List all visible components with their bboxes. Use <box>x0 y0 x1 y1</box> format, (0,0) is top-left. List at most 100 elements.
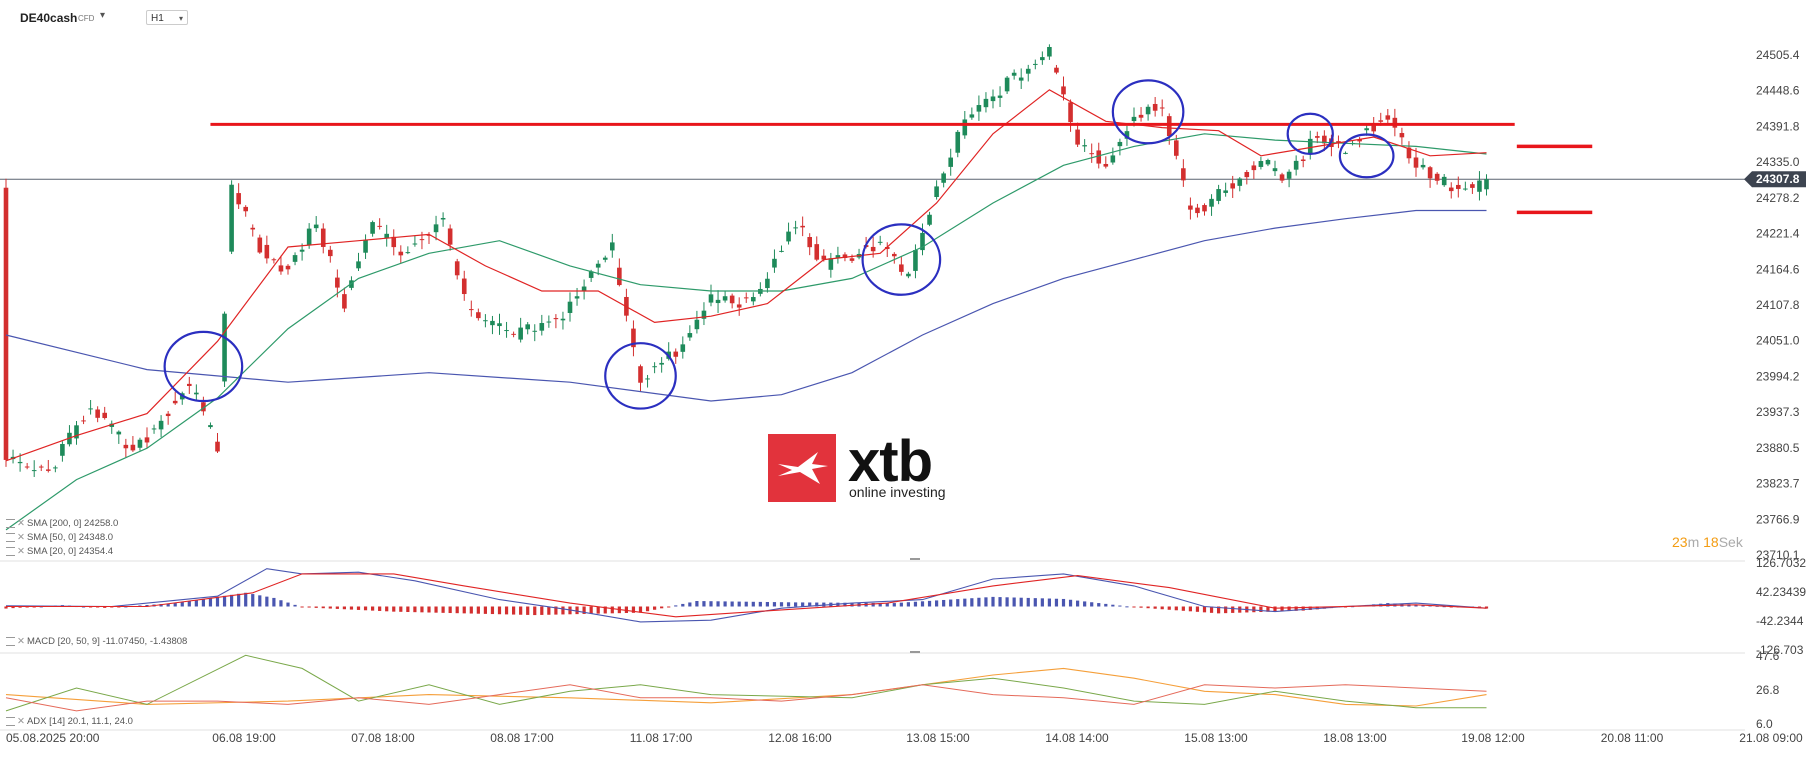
di-plus-line <box>5 654 1487 712</box>
macd-bar <box>920 601 925 607</box>
candle <box>807 233 812 256</box>
candle <box>892 252 897 264</box>
candle-body <box>1047 46 1052 57</box>
sma50-line <box>5 133 1487 531</box>
settings-icon[interactable] <box>6 518 15 528</box>
candle <box>1272 160 1278 177</box>
candle-body <box>687 333 693 338</box>
candle-body <box>53 467 58 469</box>
symbol-dropdown-icon[interactable]: ▾ <box>100 10 106 21</box>
indicator-sma20[interactable]: ✕ SMA [20, 0] 24354.4 <box>6 546 113 557</box>
macd-bar <box>1421 605 1425 607</box>
candle <box>454 258 460 280</box>
candle <box>800 216 805 237</box>
macd-bar <box>1287 606 1291 612</box>
candle-body <box>955 131 961 153</box>
macd-bar <box>1217 606 1221 614</box>
candle-body <box>1054 67 1059 73</box>
candle <box>1068 99 1073 132</box>
macd-axis-label: -42.2344 <box>1756 614 1804 628</box>
macd-bar <box>215 596 220 607</box>
candle <box>1004 75 1010 94</box>
candle-body <box>483 320 488 322</box>
macd-bar <box>801 602 805 607</box>
candle <box>1025 64 1031 82</box>
macd-bar <box>1040 598 1044 607</box>
candle <box>31 460 37 477</box>
macd-bar <box>709 601 713 607</box>
candle-body <box>194 392 199 395</box>
close-icon[interactable]: ✕ <box>17 546 25 557</box>
candle <box>483 314 488 328</box>
indicator-adx[interactable]: ✕ ADX [14] 20.1, 11.1, 24.0 <box>6 716 133 727</box>
macd-bar <box>554 606 558 615</box>
candle <box>194 384 199 401</box>
candle-body <box>1188 205 1193 210</box>
candle-body <box>920 232 925 251</box>
price-axis-label: 23766.9 <box>1756 512 1800 526</box>
macd-bar <box>434 606 438 613</box>
macd-bar <box>1068 599 1073 607</box>
candle-body <box>1406 147 1412 159</box>
pane-resize-handle <box>910 558 920 560</box>
candle <box>1258 156 1264 170</box>
indicator-sma200[interactable]: ✕ SMA [200, 0] 24258.0 <box>6 518 118 529</box>
close-icon[interactable]: ✕ <box>17 518 25 529</box>
macd-bar <box>1188 606 1192 612</box>
settings-icon[interactable] <box>6 716 15 726</box>
candle <box>1103 156 1109 169</box>
close-icon[interactable]: ✕ <box>17 636 25 647</box>
candle-body <box>602 257 608 260</box>
macd-bar <box>638 606 643 613</box>
symbol-name[interactable]: DE40cash <box>20 11 78 25</box>
candle-body <box>17 461 23 464</box>
indicator-macd[interactable]: ✕ MACD [20, 50, 9] -11.07450, -1.43808 <box>6 636 187 647</box>
macd-bar <box>1118 605 1122 607</box>
candle-body <box>151 428 157 430</box>
macd-bar <box>1202 606 1207 613</box>
macd-bar <box>737 601 741 607</box>
macd-bar <box>237 593 241 607</box>
macd-bar <box>779 602 784 607</box>
candle-body <box>1293 160 1299 170</box>
macd-bar <box>1033 598 1037 607</box>
time-axis-label: 08.08 17:00 <box>490 731 554 745</box>
candle <box>1441 174 1447 187</box>
candle-body <box>1033 63 1038 65</box>
indicator-label: SMA [20, 0] 24354.4 <box>26 546 114 557</box>
time-axis-label: 06.08 19:00 <box>212 731 276 745</box>
candle-body <box>144 437 150 443</box>
candle <box>222 311 227 388</box>
macd-bar <box>1231 606 1235 613</box>
settings-icon[interactable] <box>6 532 15 542</box>
macd-bar <box>194 599 198 607</box>
macd-bar <box>497 606 502 615</box>
macd-bar <box>906 602 910 607</box>
timeframe-select[interactable]: H1 ▾ <box>146 10 188 25</box>
candle-body <box>539 323 545 331</box>
candle <box>1033 59 1038 70</box>
close-icon[interactable]: ✕ <box>17 716 25 727</box>
macd-bar <box>963 598 967 607</box>
candle-body <box>532 330 538 332</box>
macd-bar <box>145 604 149 607</box>
macd-bar <box>1167 606 1171 610</box>
candle <box>144 427 150 449</box>
candle <box>215 432 220 453</box>
candle-body <box>433 224 439 233</box>
settings-icon[interactable] <box>6 546 15 556</box>
candle-body <box>264 244 270 259</box>
macd-bar <box>843 602 847 607</box>
candle <box>497 313 502 335</box>
macd-bar <box>392 606 396 612</box>
candle <box>1075 122 1080 147</box>
close-icon[interactable]: ✕ <box>17 532 25 543</box>
candle <box>1018 68 1024 89</box>
candle-body <box>1265 159 1271 165</box>
indicator-sma50[interactable]: ✕ SMA [50, 0] 24348.0 <box>6 532 113 543</box>
candle-body <box>1456 184 1461 189</box>
candle <box>673 348 679 364</box>
settings-icon[interactable] <box>6 636 15 646</box>
macd-bar <box>991 596 995 607</box>
